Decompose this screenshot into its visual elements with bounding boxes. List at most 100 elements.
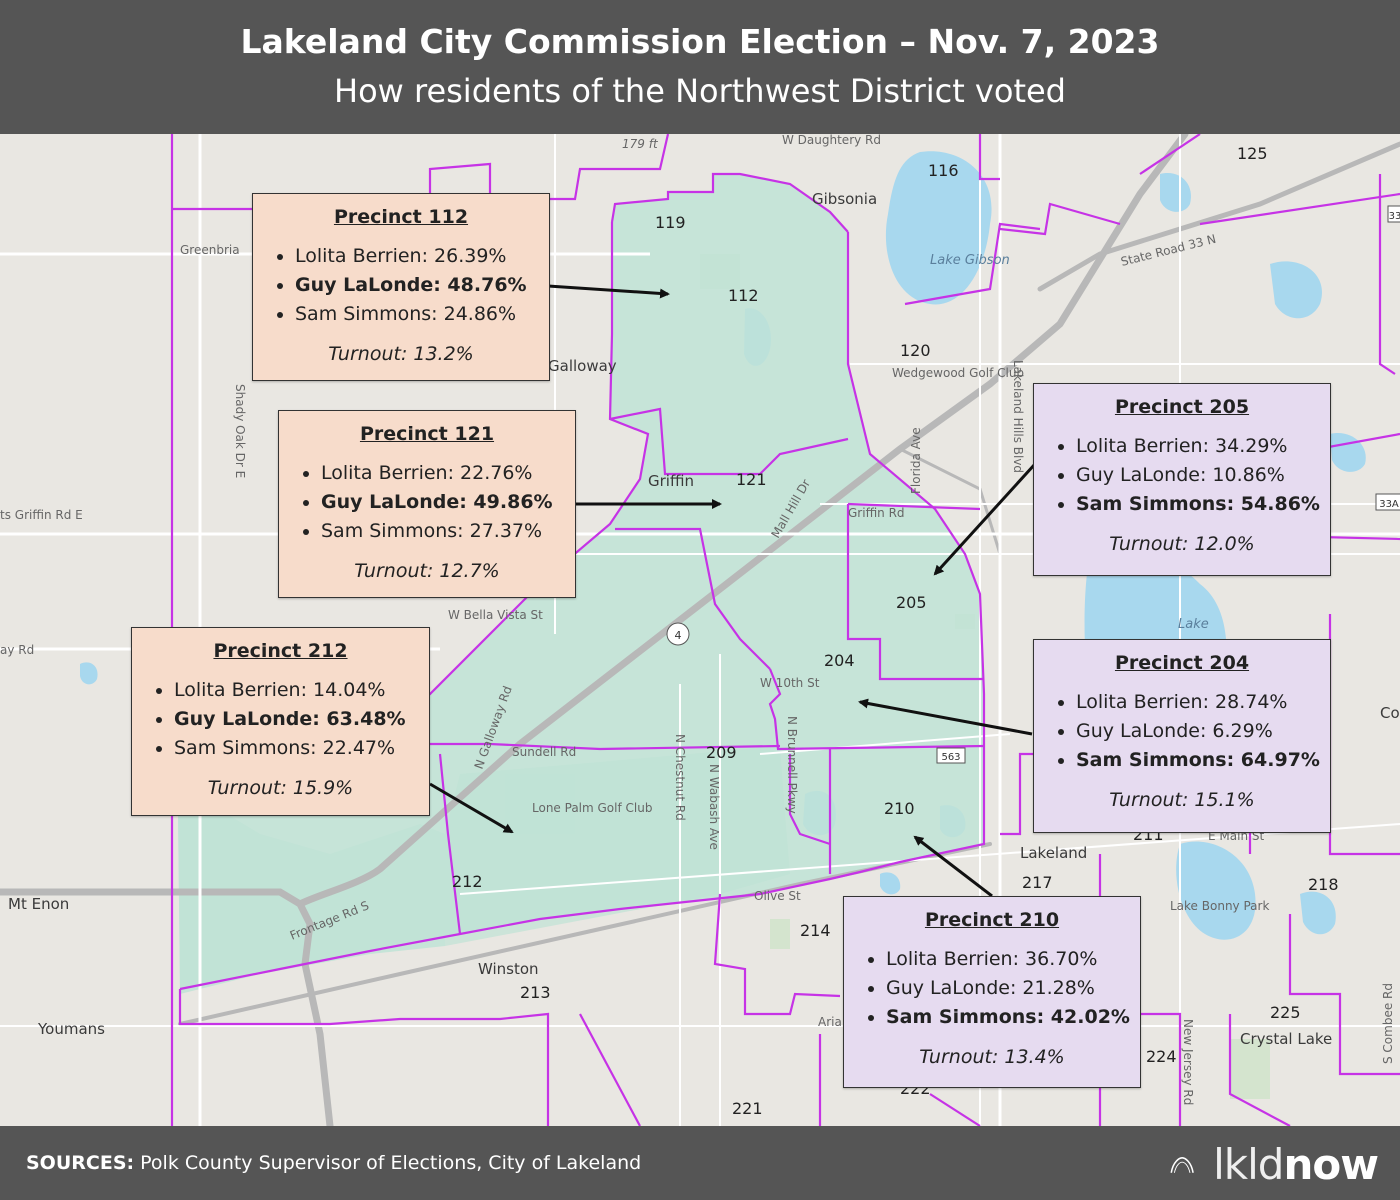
precinct-number-218: 218	[1308, 875, 1339, 894]
turnout-label: Turnout: 12.0%	[1109, 533, 1255, 555]
result-row-winner: Guy LaLonde: 63.48%	[174, 705, 429, 734]
result-row: Lolita Berrien: 34.29%	[1076, 432, 1330, 461]
result-row: Guy LaLonde: 21.28%	[886, 974, 1140, 1003]
place-mt-enon: Mt Enon	[8, 895, 69, 913]
precinct-number-112: 112	[728, 286, 759, 305]
results-list: Lolita Berrien: 14.04% Guy LaLonde: 63.4…	[132, 676, 429, 763]
turnout-label: Turnout: 15.9%	[207, 777, 354, 799]
precinct-card-210: Precinct 210 Lolita Berrien: 36.70% Guy …	[843, 896, 1141, 1088]
arrow-precinct-210	[913, 835, 993, 898]
street-s-combee-rd: S Combee Rd	[1381, 983, 1395, 1064]
place-lake-bonny-park: Lake Bonny Park	[1170, 899, 1269, 913]
precinct-number-210: 210	[884, 799, 915, 818]
precinct-number-221: 221	[732, 1099, 763, 1118]
precinct-number-214: 214	[800, 921, 831, 940]
card-title: Precinct 204	[1114, 652, 1250, 674]
precinct-card-121: Precinct 121 Lolita Berrien: 22.76% Guy …	[278, 410, 576, 598]
precinct-number-119: 119	[655, 213, 686, 232]
results-list: Lolita Berrien: 26.39% Guy LaLonde: 48.7…	[253, 242, 549, 329]
sources-label: SOURCES:	[26, 1152, 135, 1174]
place-wedgewood-golf-club: Wedgewood Golf Club	[892, 366, 1024, 380]
place-youmans: Youmans	[37, 1020, 105, 1038]
precinct-number-116: 116	[928, 161, 959, 180]
lkldnow-logo[interactable]: lkldnow	[1213, 1140, 1379, 1189]
place-winston: Winston	[478, 960, 539, 978]
result-row-winner: Guy LaLonde: 49.86%	[321, 488, 575, 517]
sources-line: SOURCES: Polk County Supervisor of Elect…	[26, 1152, 641, 1174]
result-row-winner: Sam Simmons: 54.86%	[1076, 490, 1330, 519]
street-ay-rd: ay Rd	[0, 643, 34, 657]
street-aria: Aria	[818, 1015, 842, 1029]
precinct-number-120: 120	[900, 341, 931, 360]
card-title: Precinct 112	[333, 206, 469, 228]
results-list: Lolita Berrien: 36.70% Guy LaLonde: 21.2…	[844, 945, 1140, 1032]
place-labels: Gibsonia Greenbria Galloway Griffin Wedg…	[8, 190, 1400, 1048]
street-w-daughtery-rd: W Daughtery Rd	[782, 134, 881, 147]
street-new-jersey-rd: New Jersey Rd	[1181, 1019, 1195, 1105]
shield-563: 563	[941, 752, 960, 763]
page-title: Lakeland City Commission Election – Nov.…	[240, 22, 1160, 61]
shield-4: 4	[675, 629, 682, 642]
precinct-number-213: 213	[520, 983, 551, 1002]
place-lake-gibson: Lake Gibson	[930, 253, 1010, 268]
arrow-precinct-204	[858, 698, 1033, 736]
card-title: Precinct 121	[359, 423, 495, 445]
result-row: Sam Simmons: 27.37%	[321, 517, 575, 546]
street-n-chestnut-rd: N Chestnut Rd	[673, 734, 687, 821]
street-shady-oak-dr-e: Shady Oak Dr E	[233, 384, 247, 478]
street-florida-ave: Florida Ave	[909, 427, 923, 494]
result-row: Guy LaLonde: 10.86%	[1076, 461, 1330, 490]
result-row-winner: Sam Simmons: 64.97%	[1076, 746, 1330, 775]
result-row: Lolita Berrien: 26.39%	[295, 242, 549, 271]
lkldnow-logo-icon[interactable]	[1170, 1136, 1248, 1194]
page-subtitle: How residents of the Northwest District …	[334, 72, 1066, 110]
turnout-label: Turnout: 15.1%	[1109, 789, 1255, 811]
street-olive-st: Olive St	[754, 889, 801, 903]
place-crystal-lake: Crystal Lake	[1240, 1030, 1332, 1048]
result-row: Lolita Berrien: 36.70%	[886, 945, 1140, 974]
elevation-179ft: 179 ft	[622, 137, 659, 151]
card-title: Precinct 212	[213, 640, 348, 662]
place-greenbria: Greenbria	[180, 243, 240, 257]
turnout-label: Turnout: 13.2%	[328, 343, 474, 365]
route-shields: 563 33 33A 4	[666, 205, 1400, 764]
place-griffin: Griffin	[648, 472, 694, 490]
precinct-number-125: 125	[1237, 144, 1268, 163]
precinct-number-204: 204	[824, 651, 855, 670]
place-lake: Lake	[1178, 617, 1209, 632]
place-gibsonia: Gibsonia	[812, 190, 877, 208]
precinct-card-212: Precinct 212 Lolita Berrien: 14.04% Guy …	[131, 627, 430, 816]
place-galloway: Galloway	[548, 357, 617, 375]
precinct-number-205: 205	[896, 593, 927, 612]
result-row: Sam Simmons: 22.47%	[174, 734, 429, 763]
logo-text-thin: lkld	[1213, 1140, 1284, 1189]
arrow-precinct-112	[547, 284, 670, 299]
street-griffin-rd: Griffin Rd	[848, 506, 905, 520]
results-list: Lolita Berrien: 22.76% Guy LaLonde: 49.8…	[279, 459, 575, 546]
street-w-bella-vista-st: W Bella Vista St	[448, 608, 543, 622]
result-row: Sam Simmons: 24.86%	[295, 300, 549, 329]
precinct-number-224: 224	[1146, 1047, 1177, 1066]
precinct-number-121: 121	[736, 470, 767, 489]
precinct-number-212: 212	[452, 872, 483, 891]
turnout-label: Turnout: 13.4%	[919, 1046, 1065, 1068]
precinct-card-205: Precinct 205 Lolita Berrien: 34.29% Guy …	[1033, 383, 1331, 576]
arrow-precinct-205	[933, 462, 1037, 576]
map[interactable]: 563 33 33A 4 125 116 119 112 120 121 205…	[0, 134, 1400, 1126]
precinct-number-217: 217	[1022, 873, 1053, 892]
result-row: Lolita Berrien: 22.76%	[321, 459, 575, 488]
results-list: Lolita Berrien: 34.29% Guy LaLonde: 10.8…	[1034, 432, 1330, 519]
callout-arrows	[429, 284, 1037, 898]
turnout-label: Turnout: 12.7%	[354, 560, 500, 582]
precinct-card-204: Precinct 204 Lolita Berrien: 28.74% Guy …	[1033, 639, 1331, 833]
sources-text: Polk County Supervisor of Elections, Cit…	[140, 1152, 642, 1174]
result-row: Lolita Berrien: 14.04%	[174, 676, 429, 705]
shield-33: 33	[1389, 211, 1400, 222]
street-n-brunnell-pkwy: N Brunnell Pkwy	[785, 716, 799, 814]
logo-text-bold: now	[1283, 1140, 1379, 1189]
street-griffin-rd-e: ts Griffin Rd E	[0, 508, 83, 522]
shield-33a: 33A	[1379, 499, 1399, 510]
place-co-sett: Co Sett	[1380, 704, 1400, 722]
results-list: Lolita Berrien: 28.74% Guy LaLonde: 6.29…	[1034, 688, 1330, 775]
footer: SOURCES: Polk County Supervisor of Elect…	[0, 1126, 1400, 1200]
